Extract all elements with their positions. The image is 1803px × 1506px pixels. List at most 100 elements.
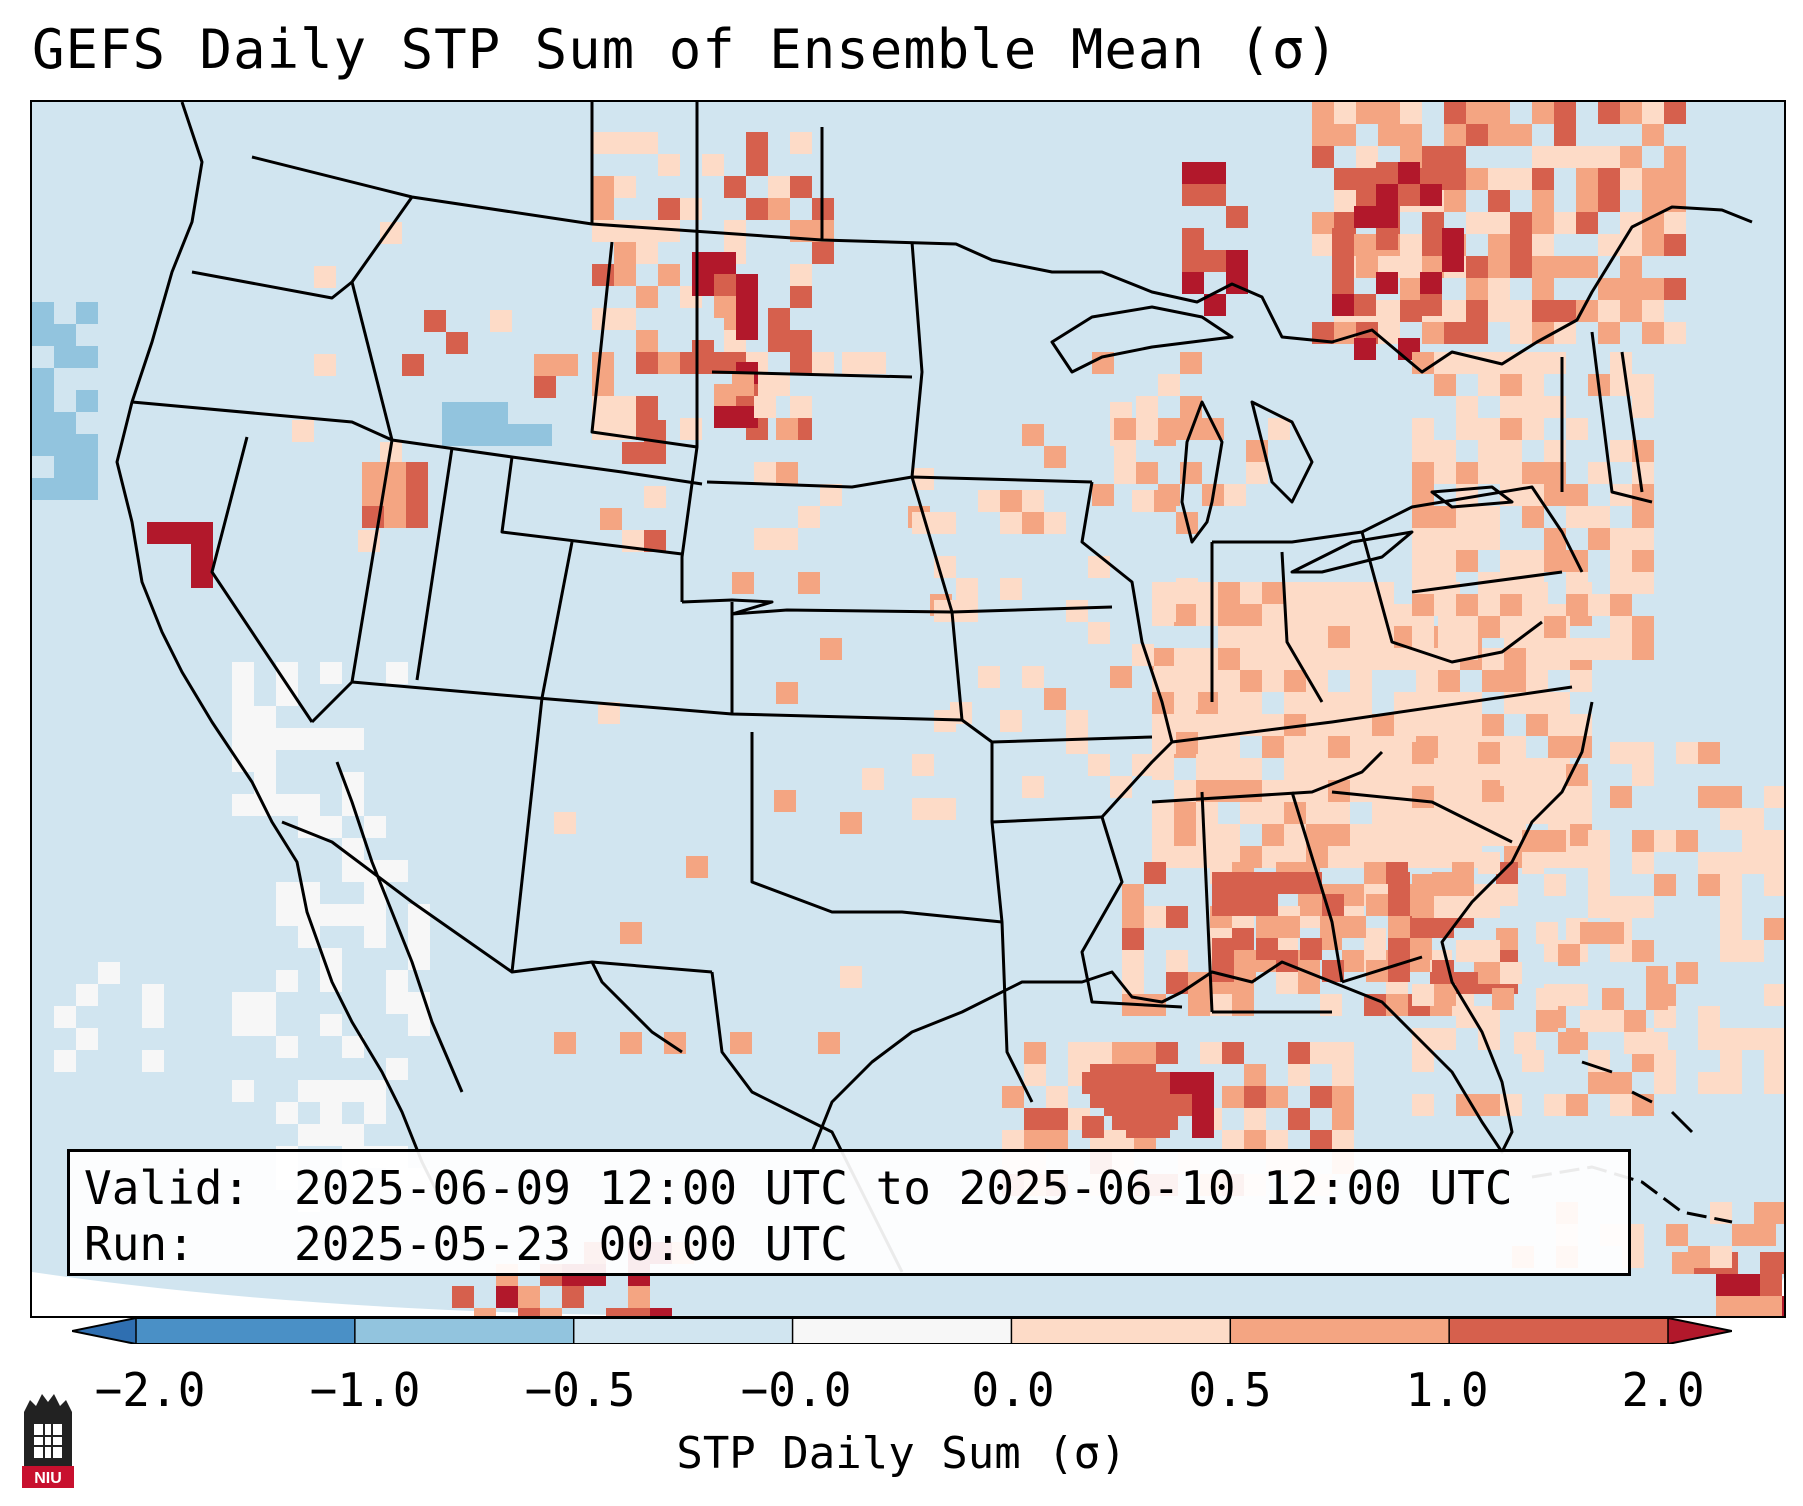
anomaly-cell: [1602, 988, 1624, 1010]
colorbar-extend-high: [1668, 1318, 1732, 1344]
anomaly-cell: [76, 456, 98, 478]
state-line: [1280, 551, 1324, 703]
anomaly-cell: [1576, 256, 1598, 278]
anomaly-cell: [1284, 824, 1306, 846]
anomaly-cell: [1500, 352, 1522, 374]
anomaly-cell: [1642, 212, 1664, 234]
anomaly-cell: [1442, 162, 1464, 184]
anomaly-cell: [1438, 714, 1460, 736]
anomaly-cell: [1632, 742, 1654, 764]
anomaly-cell: [320, 1080, 342, 1102]
anomaly-cell: [1196, 692, 1218, 714]
anomaly-cell: [1000, 490, 1022, 512]
anomaly-cell: [1420, 272, 1442, 294]
anomaly-cell: [1122, 972, 1144, 994]
anomaly-cell: [1306, 824, 1328, 846]
anomaly-cell: [1488, 234, 1510, 256]
anomaly-cell: [1698, 1006, 1720, 1028]
anomaly-cell: [1196, 670, 1218, 692]
anomaly-cell: [1328, 736, 1350, 758]
anomaly-cell: [1422, 146, 1444, 168]
anomaly-cell: [1284, 626, 1306, 648]
anomaly-cell: [298, 794, 320, 816]
anomaly-cell: [1262, 648, 1284, 670]
anomaly-cell: [1602, 1010, 1624, 1032]
anomaly-cell: [864, 352, 886, 374]
anomaly-cell: [1632, 462, 1654, 484]
anomaly-cell: [142, 1006, 164, 1028]
anomaly-cell: [1588, 1072, 1610, 1094]
state-line: [1411, 570, 1563, 594]
state-line: [350, 196, 414, 283]
anomaly-cell: [1632, 550, 1654, 572]
anomaly-cell: [1176, 732, 1198, 754]
anomaly-cell: [1500, 764, 1522, 786]
anomaly-cell: [1386, 994, 1408, 1016]
anomaly-cell: [1510, 234, 1532, 256]
anomaly-cell: [1240, 626, 1262, 648]
anomaly-cell: [1588, 462, 1610, 484]
anomaly-cell: [1288, 1108, 1310, 1130]
anomaly-cell: [1200, 1042, 1222, 1064]
state-line: [961, 718, 1034, 1103]
anomaly-cell: [1234, 894, 1256, 916]
anomaly-cell: [818, 1032, 840, 1054]
anomaly-cell: [1412, 786, 1434, 808]
anomaly-cell: [1646, 988, 1668, 1010]
anomaly-cell: [1176, 688, 1198, 710]
map-svg: [32, 102, 1784, 1316]
anomaly-cell: [320, 1124, 342, 1146]
anomaly-cell: [1182, 272, 1204, 294]
anomaly-cell: [1532, 102, 1554, 124]
colorbar-extend-low: [72, 1318, 136, 1344]
anomaly-cell: [1456, 594, 1478, 616]
anomaly-cell: [276, 970, 298, 992]
anomaly-cell: [1620, 256, 1642, 278]
colorbar-bin: [354, 1318, 575, 1344]
anomaly-cell: [1154, 666, 1176, 688]
anomaly-cell: [1500, 440, 1522, 462]
valid-label: Valid:: [84, 1161, 251, 1215]
anomaly-cell: [1598, 278, 1620, 300]
anomaly-cell: [730, 1032, 752, 1054]
anomaly-cell: [1196, 648, 1218, 670]
anomaly-cell: [1610, 1094, 1632, 1116]
state-line: [1590, 331, 1653, 504]
anomaly-cell: [442, 424, 464, 446]
anomaly-cell: [1456, 506, 1478, 528]
anomaly-cell: [1438, 648, 1460, 670]
anomaly-cell: [774, 790, 796, 812]
anomaly-cell: [1122, 950, 1144, 972]
anomaly-cell: [978, 666, 1000, 688]
anomaly-cell: [1152, 824, 1174, 846]
anomaly-cell: [1182, 250, 1204, 272]
anomaly-cell: [702, 154, 724, 176]
anomaly-cell: [714, 406, 736, 428]
anomaly-cell: [692, 252, 714, 274]
anomaly-cell: [1240, 780, 1262, 802]
anomaly-cell: [486, 402, 508, 424]
anomaly-cell: [1152, 802, 1174, 824]
anomaly-cell: [1742, 1028, 1764, 1050]
anomaly-cell: [1482, 670, 1504, 692]
anomaly-cell: [1394, 604, 1416, 626]
anomaly-cell: [1136, 462, 1158, 484]
anomaly-cell: [1646, 966, 1668, 988]
anomaly-cell: [554, 812, 576, 834]
anomaly-cell: [1364, 994, 1386, 1016]
anomaly-cell: [1764, 830, 1784, 852]
anomaly-cell: [1156, 1042, 1178, 1064]
anomaly-cell: [1742, 852, 1764, 874]
anomaly-cell: [1732, 1224, 1754, 1246]
anomaly-cell: [1332, 272, 1354, 294]
niu-logo: NIU: [22, 1394, 74, 1488]
anomaly-cell: [406, 484, 428, 506]
anomaly-cell: [644, 530, 666, 552]
anomaly-cell: [1642, 234, 1664, 256]
anomaly-cell: [1570, 736, 1592, 758]
anomaly-cell: [1764, 1072, 1784, 1094]
chart-title: GEFS Daily STP Sum of Ensemble Mean (σ): [32, 18, 1339, 81]
state-line: [706, 475, 913, 489]
state-line: [1212, 485, 1584, 573]
anomaly-cell: [736, 296, 758, 318]
